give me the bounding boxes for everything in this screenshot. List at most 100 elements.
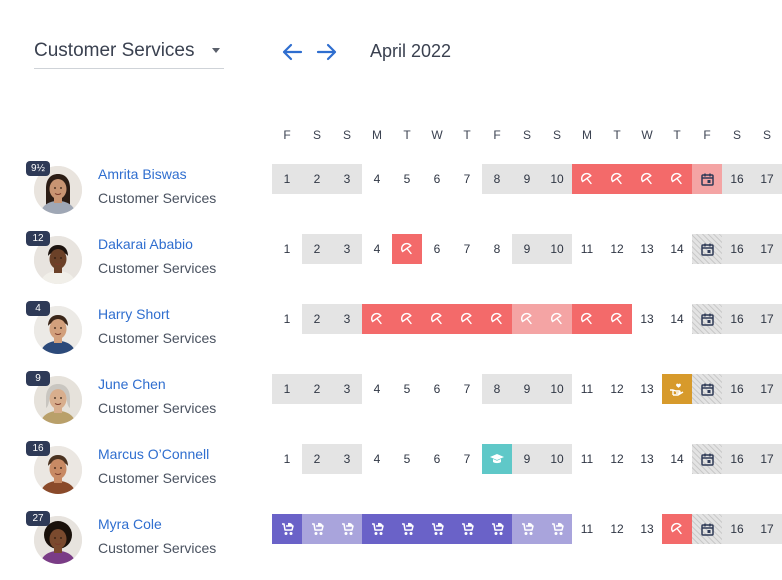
day-cell[interactable]: 4 <box>362 234 392 264</box>
person-name-link[interactable]: Harry Short <box>98 306 170 322</box>
parental-day-cell[interactable] <box>482 514 512 544</box>
day-cell[interactable]: 5 <box>392 444 422 474</box>
weekend-day-cell[interactable]: 8 <box>482 374 512 404</box>
weekend-day-cell[interactable]: 17 <box>752 514 782 544</box>
leave-day-cell[interactable] <box>632 164 662 194</box>
weekend-day-cell[interactable]: 3 <box>332 164 362 194</box>
day-cell[interactable]: 12 <box>602 374 632 404</box>
day-cell[interactable]: 13 <box>632 514 662 544</box>
holiday-day-cell[interactable] <box>692 304 722 334</box>
day-cell[interactable]: 4 <box>362 164 392 194</box>
holiday-day-cell[interactable] <box>692 514 722 544</box>
parental-light-day-cell[interactable] <box>332 514 362 544</box>
leave-day-cell[interactable] <box>572 164 602 194</box>
day-cell[interactable]: 11 <box>572 444 602 474</box>
leave-day-cell[interactable] <box>392 234 422 264</box>
day-cell[interactable]: 11 <box>572 374 602 404</box>
day-cell[interactable]: 12 <box>602 234 632 264</box>
day-cell[interactable]: 13 <box>632 304 662 334</box>
day-cell[interactable]: 7 <box>452 444 482 474</box>
weekend-day-cell[interactable]: 3 <box>332 304 362 334</box>
parental-light-day-cell[interactable] <box>302 514 332 544</box>
weekend-day-cell[interactable]: 2 <box>302 444 332 474</box>
day-cell[interactable]: 8 <box>482 234 512 264</box>
weekend-day-cell[interactable]: 10 <box>542 444 572 474</box>
weekend-day-cell[interactable]: 9 <box>512 374 542 404</box>
person-name-link[interactable]: Amrita Biswas <box>98 166 187 182</box>
weekend-day-cell[interactable]: 2 <box>302 374 332 404</box>
weekend-day-cell[interactable]: 16 <box>722 234 752 264</box>
day-cell[interactable]: 13 <box>632 234 662 264</box>
parental-day-cell[interactable] <box>392 514 422 544</box>
leave-day-cell[interactable] <box>602 164 632 194</box>
day-cell[interactable]: 13 <box>632 374 662 404</box>
day-cell[interactable]: 14 <box>662 234 692 264</box>
day-cell[interactable]: 7 <box>452 234 482 264</box>
day-cell[interactable]: 11 <box>572 234 602 264</box>
leave-day-cell[interactable] <box>362 304 392 334</box>
leave-day-cell[interactable] <box>602 304 632 334</box>
weekend-day-cell[interactable]: 3 <box>332 234 362 264</box>
leave-day-cell[interactable] <box>392 304 422 334</box>
day-cell[interactable]: 12 <box>602 444 632 474</box>
leave-day-cell[interactable] <box>662 514 692 544</box>
leave-day-cell[interactable] <box>452 304 482 334</box>
leave-day-cell[interactable] <box>572 304 602 334</box>
weekend-day-cell[interactable]: 16 <box>722 374 752 404</box>
leave-day-cell[interactable] <box>482 304 512 334</box>
day-cell[interactable]: 7 <box>452 374 482 404</box>
holiday-day-cell[interactable] <box>692 234 722 264</box>
person-name-link[interactable]: Marcus O’Connell <box>98 446 210 462</box>
leave-day-cell[interactable] <box>422 304 452 334</box>
weekend-day-cell[interactable]: 17 <box>752 234 782 264</box>
day-cell[interactable]: 5 <box>392 164 422 194</box>
person-name-link[interactable]: June Chen <box>98 376 166 392</box>
day-cell[interactable]: 1 <box>272 304 302 334</box>
leave-pending-day-cell[interactable] <box>512 304 542 334</box>
weekend-day-cell[interactable]: 17 <box>752 374 782 404</box>
person-name-link[interactable]: Myra Cole <box>98 516 162 532</box>
holiday-day-cell[interactable] <box>692 374 722 404</box>
department-select[interactable]: Customer Services <box>34 36 224 69</box>
weekend-day-cell[interactable]: 9 <box>512 444 542 474</box>
parental-light-day-cell[interactable] <box>512 514 542 544</box>
leave-day-cell[interactable] <box>662 164 692 194</box>
day-cell[interactable]: 5 <box>392 374 422 404</box>
day-cell[interactable]: 1 <box>272 234 302 264</box>
weekend-day-cell[interactable]: 16 <box>722 164 752 194</box>
parental-day-cell[interactable] <box>272 514 302 544</box>
next-period-button[interactable] <box>316 42 338 62</box>
weekend-day-cell[interactable]: 17 <box>752 444 782 474</box>
weekend-day-cell[interactable]: 1 <box>272 374 302 404</box>
person-name-link[interactable]: Dakarai Ababio <box>98 236 193 252</box>
care-day-cell[interactable] <box>662 374 692 404</box>
weekend-day-cell[interactable]: 10 <box>542 374 572 404</box>
weekend-day-cell[interactable]: 10 <box>542 234 572 264</box>
holiday-day-cell[interactable] <box>692 444 722 474</box>
previous-period-button[interactable] <box>281 42 303 62</box>
weekend-day-cell[interactable]: 16 <box>722 514 752 544</box>
holiday-pink-day-cell[interactable] <box>692 164 722 194</box>
day-cell[interactable]: 1 <box>272 444 302 474</box>
day-cell[interactable]: 13 <box>632 444 662 474</box>
weekend-day-cell[interactable]: 10 <box>542 164 572 194</box>
weekend-day-cell[interactable]: 16 <box>722 444 752 474</box>
parental-day-cell[interactable] <box>422 514 452 544</box>
day-cell[interactable]: 6 <box>422 164 452 194</box>
day-cell[interactable]: 4 <box>362 444 392 474</box>
parental-day-cell[interactable] <box>452 514 482 544</box>
weekend-day-cell[interactable]: 3 <box>332 444 362 474</box>
weekend-day-cell[interactable]: 17 <box>752 304 782 334</box>
parental-day-cell[interactable] <box>362 514 392 544</box>
weekend-day-cell[interactable]: 16 <box>722 304 752 334</box>
day-cell[interactable]: 4 <box>362 374 392 404</box>
day-cell[interactable]: 11 <box>572 514 602 544</box>
training-day-cell[interactable] <box>482 444 512 474</box>
day-cell[interactable]: 14 <box>662 304 692 334</box>
weekend-day-cell[interactable]: 8 <box>482 164 512 194</box>
weekend-day-cell[interactable]: 9 <box>512 164 542 194</box>
day-cell[interactable]: 12 <box>602 514 632 544</box>
day-cell[interactable]: 6 <box>422 444 452 474</box>
weekend-day-cell[interactable]: 2 <box>302 164 332 194</box>
weekend-day-cell[interactable]: 2 <box>302 234 332 264</box>
